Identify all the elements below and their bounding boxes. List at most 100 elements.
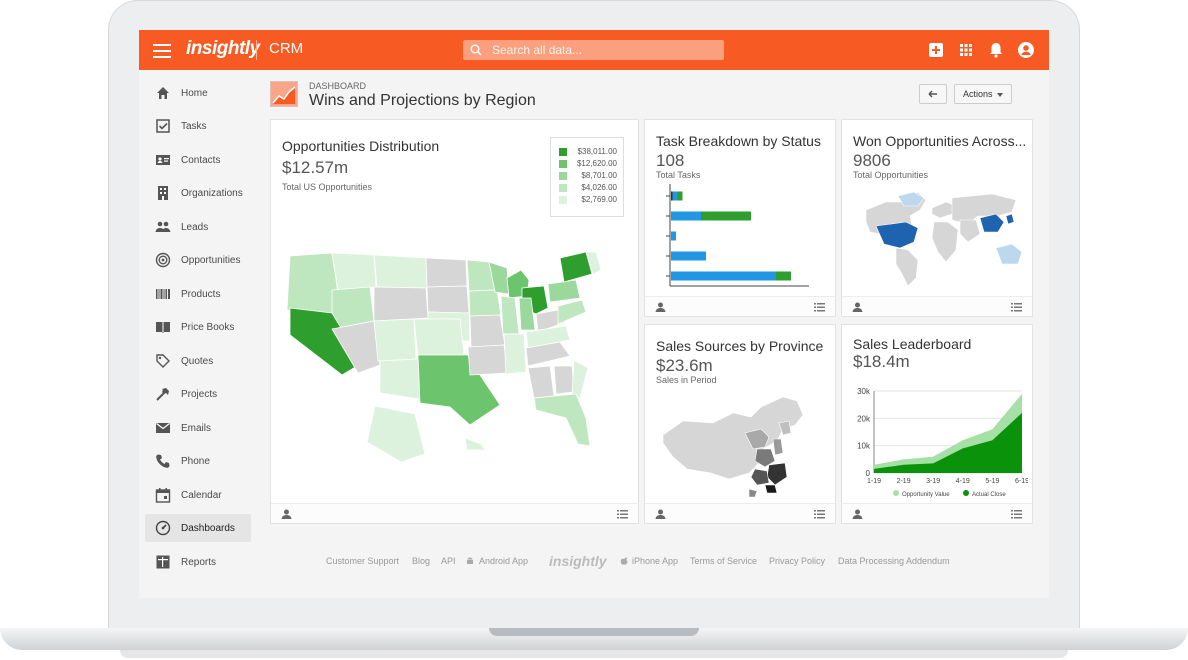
footer-link-blog[interactable]: Blog [412, 556, 431, 566]
card-value: $23.6m [656, 356, 713, 375]
list-view-icon[interactable] [1011, 302, 1022, 312]
card-title: Sales Leaderboard [853, 336, 972, 352]
y-tick-label: 20k [857, 414, 871, 423]
card-footer [842, 503, 1032, 523]
owner-user-icon[interactable] [655, 302, 666, 312]
x-tick-label: 5-19 [985, 478, 999, 485]
x-tick-label: 2-19 [897, 478, 911, 485]
sidebar-item-organizations[interactable]: Organizations [145, 179, 251, 207]
card-opportunities-distribution: Opportunities Distribution $12.57m Total… [270, 119, 639, 524]
task-bar-segment[interactable] [776, 271, 791, 281]
footer-link-android-app[interactable]: Android App [479, 556, 529, 566]
notifications-bell-icon[interactable] [987, 41, 1005, 59]
task-bar-segment[interactable] [671, 271, 776, 281]
app-screen: insightly CRM Home Tasks Contacts Organi… [139, 30, 1049, 598]
sidebar-item-calendar[interactable]: Calendar [145, 481, 251, 509]
footer-logo[interactable]: insightly [549, 553, 607, 569]
search-input[interactable] [492, 40, 717, 60]
sidebar-item-opportunities[interactable]: Opportunities [145, 246, 251, 274]
sidebar-item-label: Price Books [181, 321, 235, 333]
sidebar-item-products[interactable]: Products [145, 280, 251, 308]
legend-item: $12,620.00 [559, 159, 621, 170]
menu-icon[interactable] [153, 40, 171, 60]
sidebar-item-quotes[interactable]: Quotes [145, 347, 251, 375]
card-task-breakdown: Task Breakdown by Status 108 Total Tasks [644, 119, 836, 317]
laptop-base [0, 628, 1188, 650]
card-footer [645, 296, 835, 316]
owner-user-icon[interactable] [852, 509, 863, 519]
projects-icon [156, 388, 169, 401]
footer-link-privacy-policy[interactable]: Privacy Policy [769, 556, 826, 566]
legend-item: $2,769.00 [559, 195, 621, 206]
sidebar-item-label: Emails [181, 422, 212, 434]
footer-link-data-processing-addendum[interactable]: Data Processing Addendum [838, 556, 950, 566]
footer-link-customer-support[interactable]: Customer Support [326, 556, 400, 566]
owner-user-icon[interactable] [281, 509, 292, 519]
arrow-left-icon [928, 90, 937, 98]
footer-link-iphone-app[interactable]: iPhone App [632, 556, 679, 566]
task-bar-segment[interactable] [671, 231, 676, 241]
sidebar-item-leads[interactable]: Leads [145, 213, 251, 241]
reports-icon [156, 555, 170, 569]
app-logo[interactable]: insightly [186, 38, 260, 59]
owner-user-icon[interactable] [655, 509, 666, 519]
emails-icon [156, 423, 170, 433]
apps-grid-icon[interactable] [957, 41, 975, 59]
home-icon [157, 87, 169, 99]
legend-item: $38,011.00 [559, 147, 621, 158]
card-value: $12.57m [282, 158, 349, 177]
card-footer [271, 503, 638, 523]
tasks-icon [156, 119, 170, 133]
map-legend: $38,011.00 $12,620.00 $8,701.00 $4,026.0… [550, 137, 624, 217]
task-bar-segment[interactable] [671, 251, 706, 261]
card-subtitle: Total Tasks [656, 170, 701, 180]
legend-label: Actual Close [972, 492, 1006, 498]
dashboard-kicker: DASHBOARD [309, 81, 367, 91]
footer-link-terms-of-service[interactable]: Terms of Service [690, 556, 758, 566]
list-view-icon[interactable] [814, 302, 825, 312]
sidebar-item-label: Phone [181, 455, 210, 467]
x-tick-label: 6-19 [1015, 478, 1028, 485]
y-tick-label: 10k [857, 442, 871, 451]
contacts-icon [156, 155, 170, 165]
list-view-icon[interactable] [1011, 509, 1022, 519]
legend-marker [963, 490, 969, 496]
sidebar-item-home[interactable]: Home [145, 79, 251, 107]
actions-dropdown-button[interactable]: Actions [954, 84, 1012, 104]
sidebar-item-dashboards[interactable]: Dashboards [145, 514, 251, 542]
card-title: Task Breakdown by Status [656, 133, 821, 149]
sidebar-item-emails[interactable]: Emails [145, 414, 251, 442]
list-view-icon[interactable] [617, 509, 628, 519]
sidebar-item-reports[interactable]: Reports [145, 548, 251, 576]
owner-user-icon[interactable] [852, 302, 863, 312]
task-bar-segment[interactable] [677, 191, 683, 201]
task-bar-segment[interactable] [671, 211, 701, 221]
price-books-icon [156, 322, 170, 333]
list-view-icon[interactable] [814, 509, 825, 519]
sidebar-item-label: Dashboards [181, 522, 235, 534]
sidebar-item-label: Reports [181, 556, 217, 568]
card-value: 9806 [853, 151, 891, 170]
sidebar-item-price-books[interactable]: Price Books [145, 313, 251, 341]
legend-label: Opportunity Value [902, 492, 950, 498]
sidebar-item-contacts[interactable]: Contacts [145, 146, 251, 174]
add-icon[interactable] [927, 41, 945, 59]
x-tick-label: 1-19 [867, 478, 881, 485]
sidebar-item-tasks[interactable]: Tasks [145, 112, 251, 140]
page-footer: Customer Support Blog API Android App in… [139, 553, 1049, 570]
task-bar-segment[interactable] [671, 191, 673, 201]
task-bar-segment[interactable] [701, 211, 751, 221]
sidebar-item-projects[interactable]: Projects [145, 380, 251, 408]
card-sales-leaderboard: Sales Leaderboard $18.4m 0 10k 20k 30k 1-19 2… [841, 324, 1033, 524]
phone-icon [156, 454, 170, 468]
sidebar-item-phone[interactable]: Phone [145, 447, 251, 475]
topbar-divider [256, 40, 257, 60]
card-subtitle: Total Opportunities [853, 170, 929, 180]
user-profile-icon[interactable] [1017, 41, 1035, 59]
back-button[interactable] [919, 84, 947, 104]
card-won-opportunities: Won Opportunities Across... 9806 Total O… [841, 119, 1033, 317]
task-bar-segment[interactable] [672, 191, 678, 201]
footer-link-api[interactable]: API [441, 556, 456, 566]
chart-axes [666, 184, 809, 287]
series-area-actual-close [874, 412, 1022, 473]
